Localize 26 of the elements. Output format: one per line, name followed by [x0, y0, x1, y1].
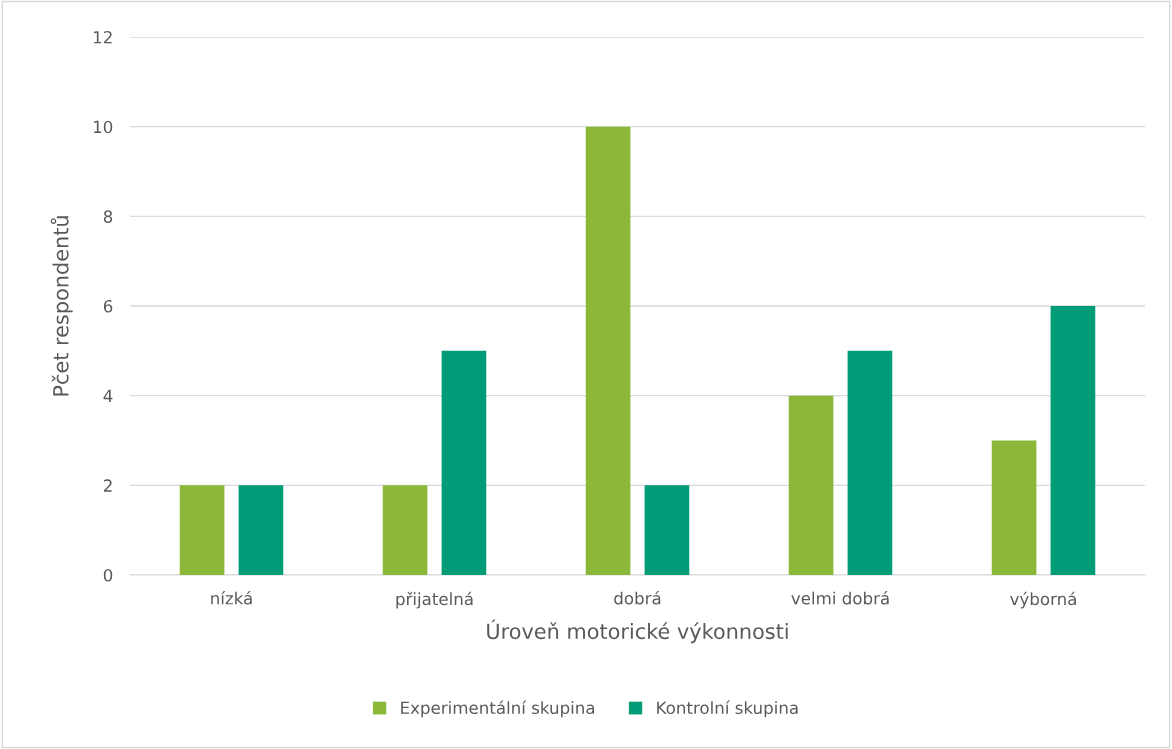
bar: [382, 485, 428, 575]
bar: [238, 485, 284, 575]
legend-label: Experimentální skupina: [401, 700, 595, 718]
x-axis-title: Úroveň motorické výkonnosti: [487, 619, 788, 644]
x-tick-label: velmi dobrá: [791, 591, 889, 605]
bar: [847, 350, 893, 575]
y-tick-label: 4: [103, 389, 113, 402]
y-tick-label: 10: [93, 120, 113, 134]
x-tick-label: dobrá: [614, 591, 661, 605]
y-tick-label: 6: [103, 299, 113, 313]
bar: [441, 350, 487, 575]
bar: [179, 485, 225, 575]
y-tick-label: 2: [103, 479, 112, 492]
x-tick-label: přijatelná: [396, 591, 473, 609]
y-axis-title: Pčet respondentů: [50, 216, 73, 396]
legend-label: Kontrolní skupina: [657, 700, 798, 718]
bar: [1050, 306, 1096, 575]
bar: [585, 126, 631, 575]
y-tick-label: 0: [103, 568, 113, 582]
y-tick-label: 8: [103, 210, 113, 223]
bar: [644, 485, 690, 575]
x-tick-label: nízká: [211, 591, 252, 605]
y-tick-label: 12: [93, 30, 112, 44]
bar: [788, 395, 834, 575]
x-tick-label: výborná: [1010, 591, 1076, 609]
bar: [991, 440, 1037, 575]
